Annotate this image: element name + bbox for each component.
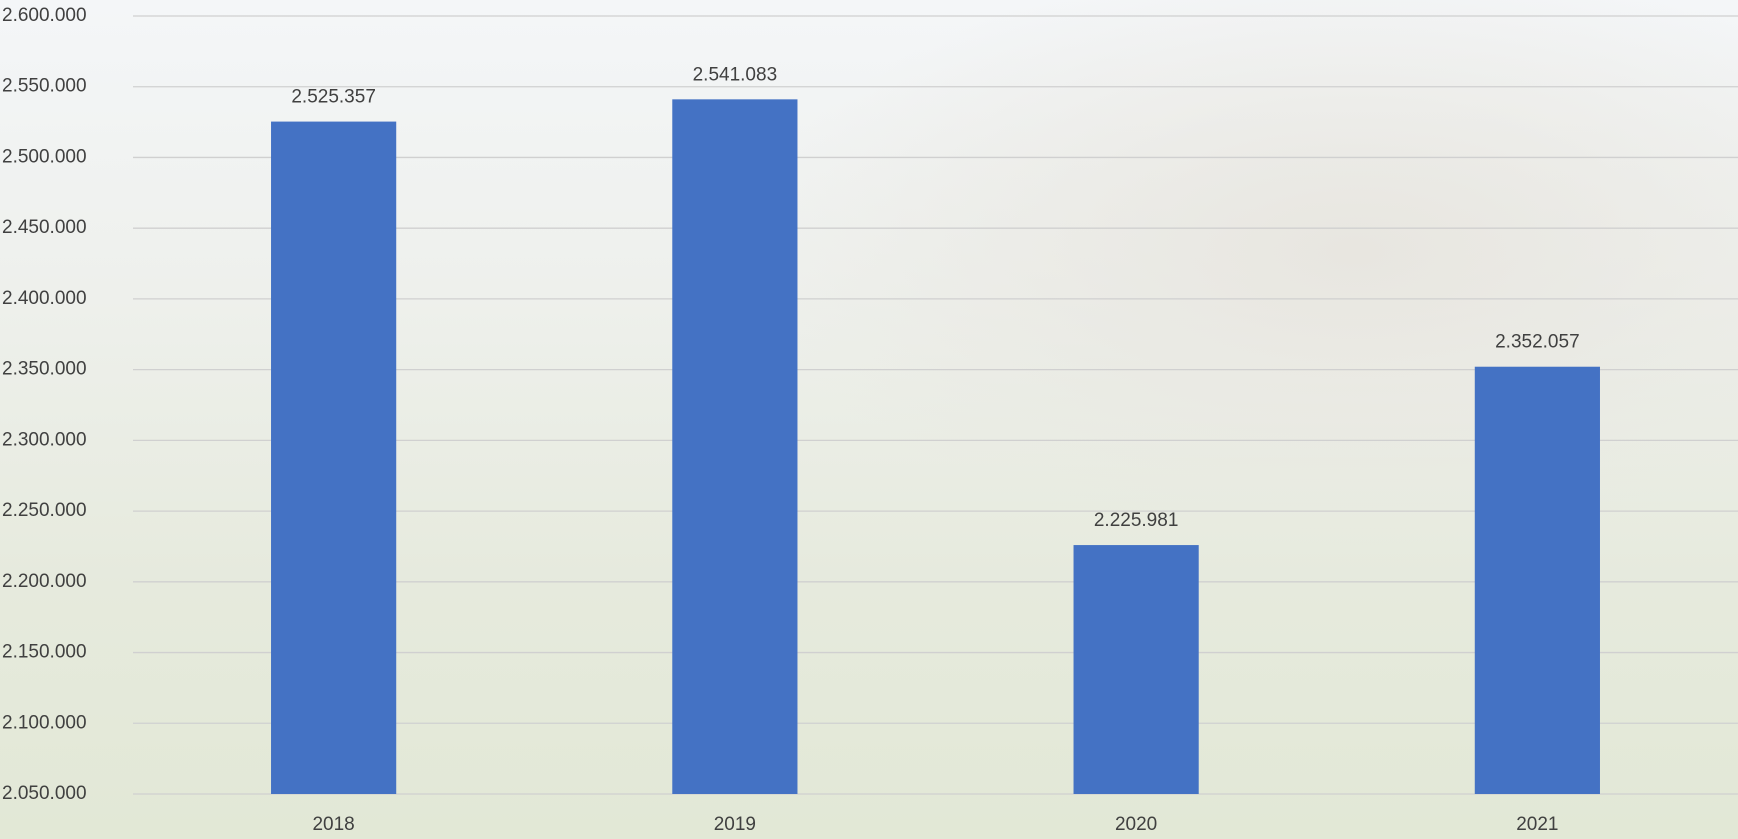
data-label: 2.225.981 bbox=[1094, 510, 1179, 531]
y-tick-label: 2.050.000 bbox=[2, 783, 87, 804]
y-tick-label: 2.600.000 bbox=[2, 5, 87, 26]
bar bbox=[1474, 366, 1600, 794]
y-tick-label: 2.250.000 bbox=[2, 500, 87, 521]
x-tick-label: 2020 bbox=[1115, 814, 1157, 835]
y-tick-label: 2.500.000 bbox=[2, 146, 87, 167]
y-tick-label: 2.100.000 bbox=[2, 712, 87, 733]
bar bbox=[1073, 545, 1199, 794]
x-tick-label: 2021 bbox=[1516, 814, 1558, 835]
x-tick-label: 2018 bbox=[312, 814, 354, 835]
data-label: 2.525.357 bbox=[291, 87, 376, 108]
y-tick-label: 2.150.000 bbox=[2, 642, 87, 663]
data-label: 2.541.083 bbox=[693, 64, 778, 85]
data-label: 2.352.057 bbox=[1495, 332, 1580, 353]
x-tick-label: 2019 bbox=[714, 814, 756, 835]
bar bbox=[271, 121, 397, 794]
y-tick-label: 2.200.000 bbox=[2, 571, 87, 592]
y-tick-label: 2.550.000 bbox=[2, 76, 87, 97]
bar bbox=[672, 99, 798, 795]
y-tick-label: 2.400.000 bbox=[2, 288, 87, 309]
y-tick-label: 2.450.000 bbox=[2, 217, 87, 238]
y-tick-label: 2.350.000 bbox=[2, 359, 87, 380]
y-tick-label: 2.300.000 bbox=[2, 429, 87, 450]
